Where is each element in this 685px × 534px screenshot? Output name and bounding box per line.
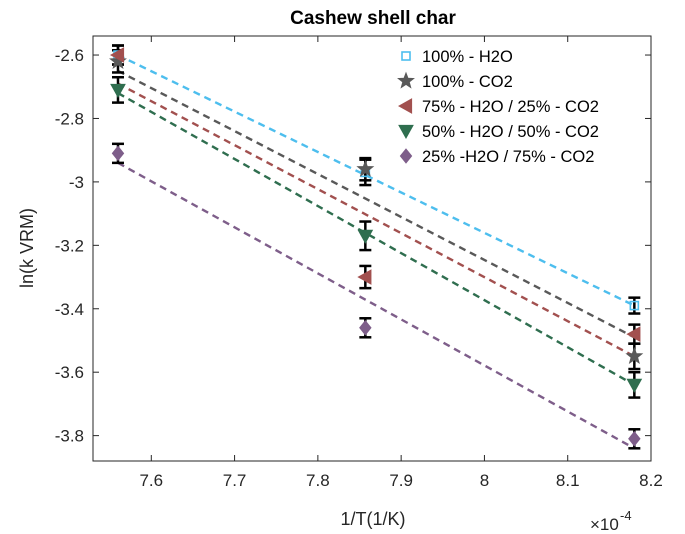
y-tick-label: -3.4 [55,300,84,319]
x-axis-ticks: 7.6 7.7 7.8 7.9 8 8.1 8.2 [139,36,663,490]
legend-label: 100% - H2O [422,48,513,66]
y-tick-label: -2.8 [55,109,84,128]
data-point [629,300,640,311]
legend: 100% - H2O 100% - CO2 75% - H2O / 25% - CO… [397,48,599,166]
data-point [357,269,372,285]
fit-line [117,69,635,339]
x-tick-label: 8 [480,471,489,490]
data-point [356,159,375,177]
chart-title: Cashew shell char [290,8,456,29]
x-tick-label: 8.1 [556,471,580,490]
legend-label: 50% - H2O / 50% - CO2 [422,123,599,141]
fit-line [117,161,635,450]
data-point [109,47,125,63]
data-point [111,145,125,162]
y-tick-label: -3.6 [55,363,84,382]
data-point [628,430,641,447]
x-axis-exponent: ×10 -4 [590,508,632,534]
y-axis-title: ln(k VRM) [17,208,37,288]
data-markers [109,47,644,447]
fit-line [117,92,635,386]
data-point [625,346,644,364]
data-point [110,83,126,98]
data-point [359,319,372,336]
x-exponent-power: -4 [620,508,632,523]
legend-marker [401,51,411,61]
y-tick-label: -2.6 [55,46,84,65]
x-tick-label: 7.9 [389,471,413,490]
x-tick-label: 7.7 [223,471,247,490]
legend-label: 25% -H2O / 75% - CO2 [422,148,594,166]
plot-area: 7.6 7.7 7.8 7.9 8 8.1 8.2 -3.8 -3.6 -3.4 -3.2 -3 -2… [55,35,663,490]
legend-marker [397,98,413,114]
y-tick-label: -3.8 [55,427,84,446]
legend-marker [397,71,415,89]
data-point [626,378,643,393]
legend-label: 100% - CO2 [422,73,513,91]
legend-marker [398,124,414,140]
legend-marker [399,148,413,164]
fit-lines [117,53,635,450]
x-tick-label: 8.2 [639,471,663,490]
y-tick-label: -3.2 [55,236,84,255]
fit-line [117,82,635,358]
data-point [357,229,374,244]
x-tick-label: 7.8 [306,471,330,490]
legend-label: 75% - H2O / 25% - CO2 [422,98,599,116]
x-axis-title: 1/T(1/K) [340,509,405,529]
x-tick-label: 7.6 [139,471,163,490]
x-exponent-base: ×10 [590,515,619,534]
data-point [626,326,641,342]
y-tick-label: -3 [69,173,84,192]
y-axis-ticks: -3.8 -3.6 -3.4 -3.2 -3 -2.8 -2.6 [55,46,651,446]
